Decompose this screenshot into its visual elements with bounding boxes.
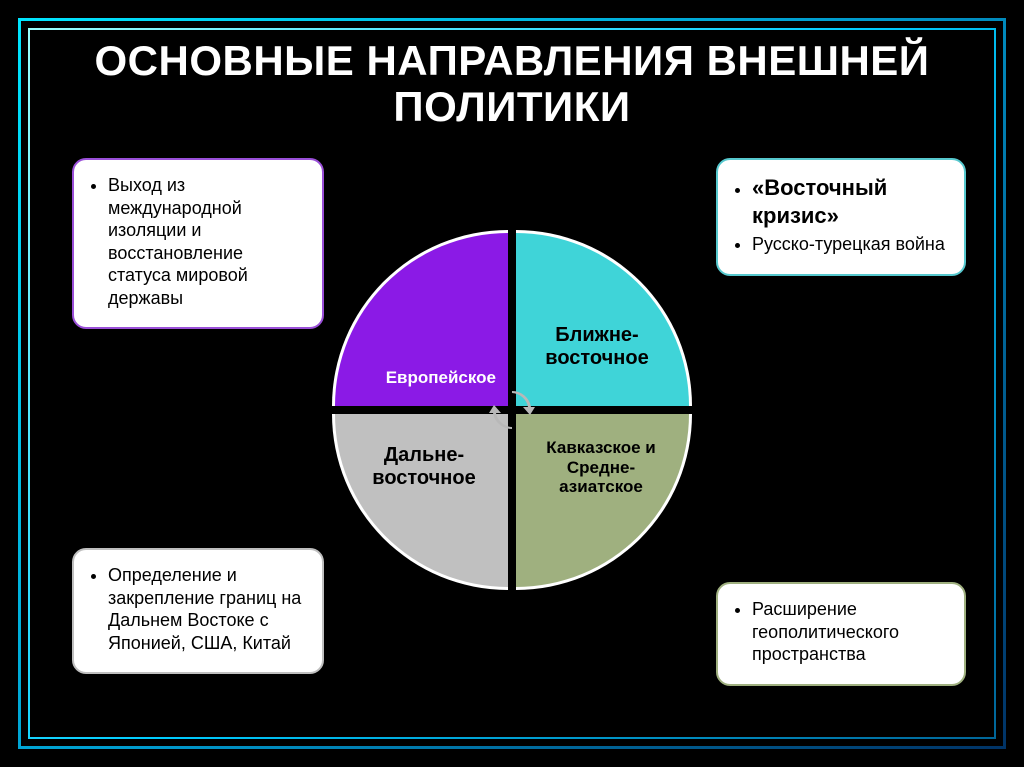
callout-item: Расширение геополитического пространства <box>752 598 948 666</box>
callout-european: Выход из международной изоляции и восста… <box>72 158 324 329</box>
callout-item: Определение и закрепление границ на Даль… <box>108 564 306 654</box>
callout-list: «Восточный кризис» Русско-турецкая война <box>734 174 948 256</box>
slice-label-european: Европейское <box>356 368 496 388</box>
callout-caucasus: Расширение геополитического пространства <box>716 582 966 686</box>
callout-far-east: Определение и закрепление границ на Даль… <box>72 548 324 674</box>
slice-european: Европейское <box>332 230 508 406</box>
slice-far-east: Дальне-восточное <box>332 414 508 590</box>
callout-item: Русско-турецкая война <box>752 233 948 256</box>
slice-label-caucasus: Кавказское и Средне-азиатское <box>526 438 676 497</box>
callout-item: «Восточный кризис» <box>752 174 948 229</box>
slice-near-east: Ближне-восточное <box>516 230 692 406</box>
slice-label-near-east: Ближне-восточное <box>532 324 662 370</box>
slice-caucasus: Кавказское и Средне-азиатское <box>516 414 692 590</box>
callout-list: Выход из международной изоляции и восста… <box>90 174 306 309</box>
page-title: ОСНОВНЫЕ НАПРАВЛЕНИЯ ВНЕШНЕЙ ПОЛИТИКИ <box>0 38 1024 130</box>
callout-list: Расширение геополитического пространства <box>734 598 948 666</box>
callout-near-east: «Восточный кризис» Русско-турецкая война <box>716 158 966 276</box>
pie-chart: Европейское Ближне-восточное Дальне-вост… <box>332 230 692 590</box>
slice-label-far-east: Дальне-восточное <box>354 444 494 490</box>
callout-list: Определение и закрепление границ на Даль… <box>90 564 306 654</box>
cycle-arrows-icon <box>489 387 535 433</box>
callout-item: Выход из международной изоляции и восста… <box>108 174 306 309</box>
